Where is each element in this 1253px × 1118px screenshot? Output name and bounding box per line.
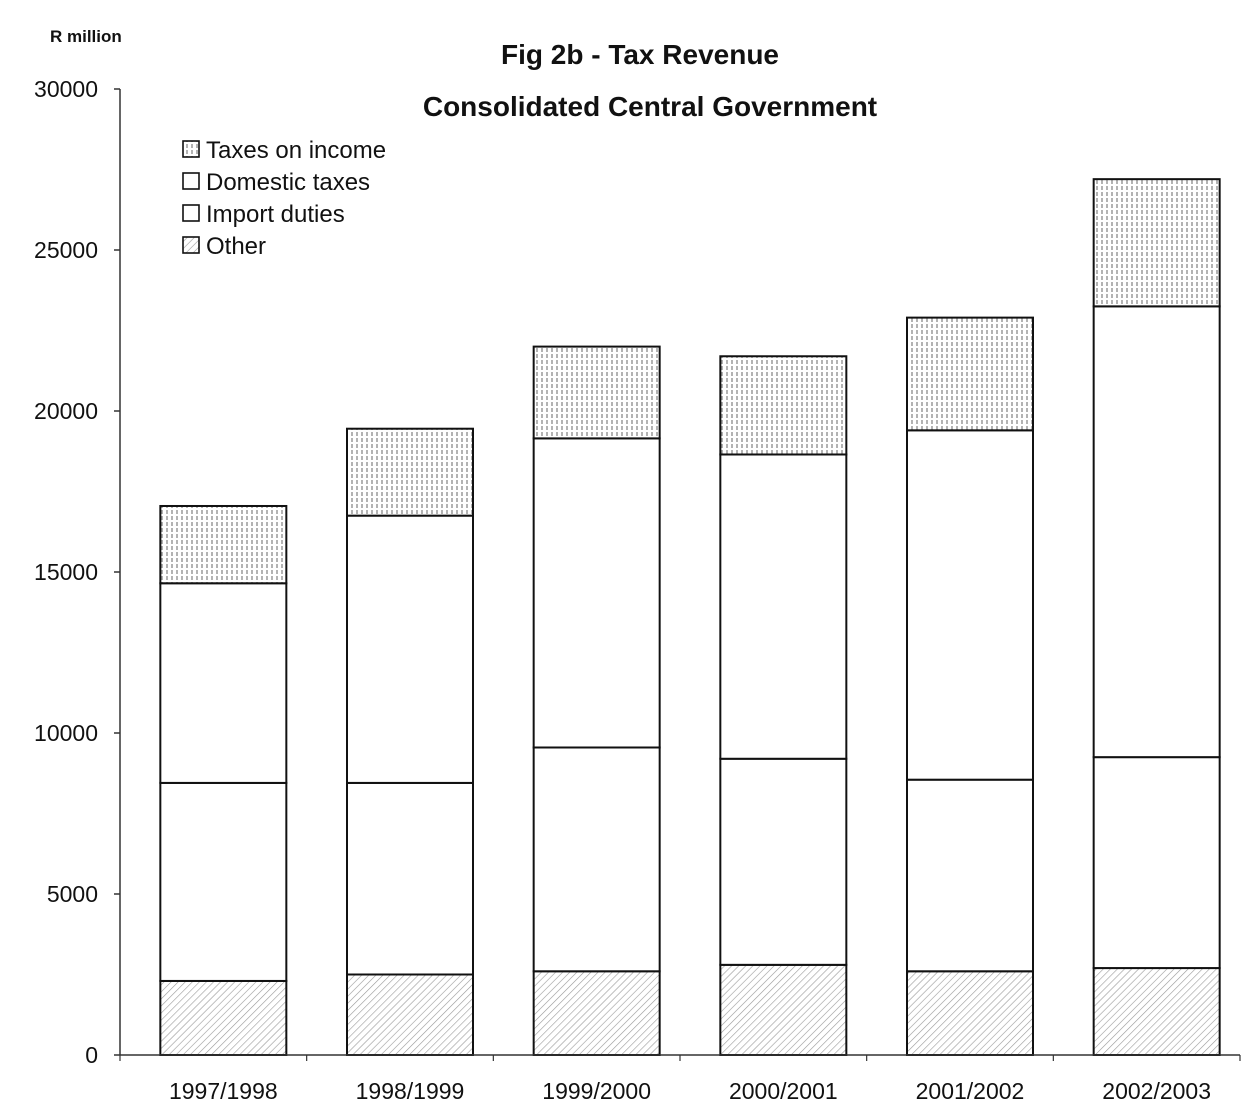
bar-segment-other <box>532 970 661 1057</box>
bar-segment-other <box>159 979 288 1056</box>
bar-segment-taxes-on-income <box>719 355 848 456</box>
bar-segment-taxes-on-income <box>346 427 474 517</box>
bar-segment-import-duties <box>719 757 848 966</box>
x-tick-label: 2002/2003 <box>1102 1078 1211 1104</box>
bar-segment-import-duties <box>159 781 288 982</box>
legend-label: Taxes on income <box>206 137 386 164</box>
chart-subtitle: Consolidated Central Government <box>423 91 877 122</box>
bar-segment-taxes-on-income <box>1092 178 1221 308</box>
bar-segment-domestic-taxes <box>159 582 288 784</box>
x-axis: 1997/1998 1998/1999 1999/2000 2000/2001 2001… <box>119 1054 1241 1104</box>
bar-segment-domestic-taxes <box>1092 305 1221 759</box>
legend: Taxes on income Domestic taxes Import duti… <box>182 137 386 260</box>
y-axis: 0 5000 10000 15000 20000 25000 30000 <box>34 76 121 1068</box>
bar-segment-domestic-taxes <box>346 514 474 784</box>
chart-title: Fig 2b - Tax Revenue <box>501 39 779 70</box>
bar-segment-other <box>346 973 474 1056</box>
bar-segment-import-duties <box>1092 756 1221 970</box>
y-tick-label: 0 <box>85 1042 98 1068</box>
bar-segment-taxes-on-income <box>159 504 288 585</box>
y-tick-label: 25000 <box>34 237 98 263</box>
x-tick-label: 1997/1998 <box>169 1078 278 1104</box>
y-tick-label: 20000 <box>34 398 98 424</box>
bar-segment-taxes-on-income <box>532 345 661 440</box>
bar-segment-import-duties <box>906 778 1034 973</box>
bar-segment-other <box>719 963 848 1057</box>
legend-swatch <box>182 140 200 158</box>
x-tick-label: 2000/2001 <box>729 1078 838 1104</box>
legend-label: Domestic taxes <box>206 169 370 196</box>
y-tick-label: 5000 <box>47 881 98 907</box>
bar-segment-import-duties <box>346 781 474 976</box>
legend-swatch <box>182 172 200 190</box>
x-tick-label: 1998/1999 <box>356 1078 465 1104</box>
bar-segment-other <box>906 970 1034 1057</box>
x-tick-label: 2001/2002 <box>916 1078 1025 1104</box>
y-tick-label: 30000 <box>34 76 98 102</box>
bar-segment-domestic-taxes <box>719 453 848 760</box>
bar-segment-other <box>1092 967 1221 1056</box>
bar-segment-import-duties <box>532 746 661 973</box>
legend-swatch <box>182 204 200 222</box>
legend-label: Other <box>206 233 266 260</box>
x-tick-label: 1999/2000 <box>542 1078 651 1104</box>
y-tick-label: 15000 <box>34 559 98 585</box>
bar-segment-domestic-taxes <box>906 429 1034 781</box>
legend-swatch <box>182 236 200 254</box>
bars <box>159 178 1221 1057</box>
y-tick-label: 10000 <box>34 720 98 746</box>
bar-segment-taxes-on-income <box>906 316 1034 432</box>
y-axis-label: R million <box>50 27 122 46</box>
legend-label: Import duties <box>206 201 345 228</box>
bar-segment-domestic-taxes <box>532 437 661 749</box>
